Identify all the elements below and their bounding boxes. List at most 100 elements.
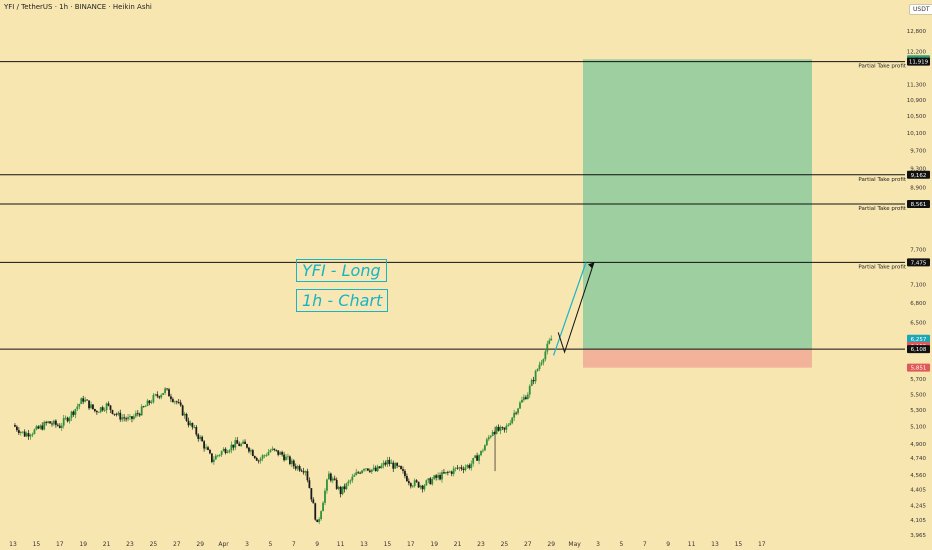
candle-body [236,440,239,444]
time-tick-label: 13 [711,541,719,548]
price-badge[interactable] [907,170,930,179]
currency-badge[interactable]: USDT [909,4,932,15]
candle-body [400,466,402,470]
price-tick-label: 9,700 [910,148,926,154]
time-tick-label: 25 [501,541,509,548]
candle-body [361,470,363,474]
candle-body [119,412,122,420]
candle-body [238,443,241,447]
candle-body [472,457,475,464]
candle-body [209,450,211,454]
candle-body [482,450,484,452]
candle-body [220,451,223,455]
candle-body [277,450,280,455]
candle-body [49,421,51,424]
candle-body [402,469,404,471]
candle-body [407,481,410,484]
candle-body [56,424,59,426]
price-badge[interactable] [907,363,930,372]
candle-body [316,519,319,523]
time-tick-label: 27 [173,541,181,548]
candle-body [115,413,118,415]
candle-body [376,466,379,472]
candle-body [431,479,434,485]
candle-body [409,483,412,487]
candle-body [45,422,48,424]
price-tick-label: 9,300 [910,166,926,172]
candle-body [64,417,67,419]
time-tick-label: 25 [150,541,158,548]
candle-body [216,455,219,457]
candle-body [255,457,258,461]
projection-arrow-black[interactable] [557,262,595,354]
candle-body [109,405,112,410]
candle-body [495,426,498,434]
candle-body [181,405,184,416]
stop-zone [583,349,812,368]
candle-body [294,466,297,469]
price-tick-label: 4,245 [910,504,926,510]
candle-body [359,472,361,474]
price-tick-label: 7,100 [910,282,926,288]
candle-body [365,468,367,470]
candle-body [175,401,178,403]
candle-body [331,478,334,481]
candle-body [234,440,237,448]
take-profit-label: Partial Take profit [858,177,906,183]
candle-body [88,400,90,409]
time-tick-label: 3 [245,541,249,548]
candle-body [76,406,79,410]
candle-body [485,439,488,446]
candle-body [357,472,360,474]
candle-body [173,401,176,403]
candle-body [250,450,252,452]
candle-body [534,370,537,382]
candle-body [507,424,510,426]
candle-body [324,490,326,503]
price-tick-label: 3,965 [910,533,926,539]
price-badge[interactable] [907,57,930,66]
candle-body [349,480,352,482]
candle-body [197,434,200,439]
annotation-timeframe[interactable]: 1h - Chart [296,289,389,312]
price-tick-label: 10,100 [907,131,927,137]
time-tick-label: 15 [384,541,392,548]
time-tick-label: 19 [79,541,87,548]
candle-body [285,456,287,461]
price-badge[interactable] [907,334,930,343]
candle-body [99,407,102,412]
candle-body [133,416,135,419]
candle-body [129,416,131,418]
time-tick-label: 17 [56,541,64,548]
time-tick-label: 21 [454,541,462,548]
candle-body [269,450,272,453]
candle-body [423,485,426,490]
price-tick-label: 5,300 [910,408,926,414]
price-badge[interactable] [907,258,930,267]
candle-body [289,456,291,464]
candle-body [308,480,311,489]
time-tick-label: 3 [596,541,600,548]
candle-body [484,445,486,451]
annotation-long[interactable]: YFI - Long [296,259,387,282]
candle-body [363,469,365,471]
candle-body [372,467,375,470]
candle-body [298,466,301,471]
candle-body [341,486,344,495]
price-badge[interactable] [907,199,930,208]
price-badge-label: 9,162 [911,173,927,179]
candle-body [158,396,161,398]
candle-body [267,452,270,456]
candle-body [168,389,170,397]
candle-body [86,399,88,401]
price-badge[interactable] [907,345,930,354]
candle-body [230,444,233,451]
projection-arrow-cyan[interactable] [552,262,587,356]
candle-body [185,413,188,421]
price-tick-label: 6,800 [910,301,926,307]
candle-body [417,481,420,488]
price-tick-label: 8,900 [910,185,926,191]
time-tick-label: Apr [218,541,229,548]
candle-body [140,406,143,416]
